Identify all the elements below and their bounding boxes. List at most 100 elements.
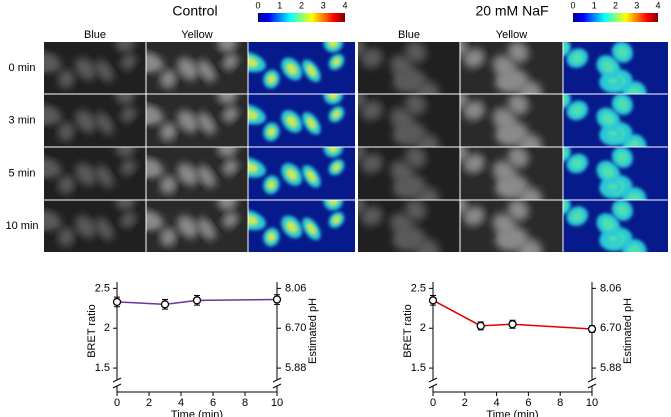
cell [197,165,216,188]
y-tick-label: 2 [420,322,426,334]
image-content [44,42,146,94]
row-label: 5 min [9,167,36,179]
x-tick-label: 2 [146,397,152,409]
micrograph [460,200,563,252]
colorbar-tick-label: 0 [255,0,260,10]
cell [492,107,517,131]
micrograph [460,147,563,200]
cell-core [616,46,629,59]
micrograph [44,42,146,94]
cell-core [601,60,615,73]
cell [405,200,427,221]
cell [75,215,97,239]
micrograph [248,147,355,200]
cell-core [285,115,298,128]
image-content [146,200,248,252]
micrograph [460,42,563,94]
axis-break [112,383,122,389]
cell-core [306,64,317,78]
marker [272,295,282,304]
y2-tick-label: 8.06 [285,282,306,294]
cell-core [607,234,618,242]
cell [115,94,135,105]
cell [463,153,485,174]
cell [44,209,62,231]
cell [507,42,529,63]
axis-break [587,377,597,383]
micrograph [44,147,146,200]
cell-core [327,94,339,101]
cell [95,112,114,135]
micrograph [146,147,248,200]
panel-title: Control [172,3,217,19]
cell-core [616,151,629,164]
cell [160,175,177,195]
cell-core [571,105,584,116]
cell [361,48,383,68]
cell [217,94,237,105]
axis-break [587,383,597,389]
image-content [460,42,563,94]
axis-break [112,377,122,383]
cell [222,53,239,70]
micrograph [563,200,668,252]
cell [358,94,366,109]
colorbar-tick-label: 3 [634,0,639,10]
cell [75,57,97,81]
cell [463,48,485,68]
cell [361,206,383,226]
cell [217,42,237,53]
y2-tick-label: 8.06 [600,282,621,294]
cell [517,134,543,147]
image-content [146,147,248,200]
cell [517,239,543,252]
y-tick-label: 2.5 [411,282,426,294]
x-tick-label: 10 [271,397,283,409]
y2-tick-label: 6.70 [285,322,306,334]
cell-core [332,109,341,119]
cell-core [601,165,615,179]
y2-axis-label: Estimated pH [307,298,319,364]
x-tick-label: 8 [557,397,563,409]
image-content [248,147,355,200]
cell [177,110,199,133]
cell-core [327,200,339,206]
cell [58,175,75,195]
image-content [460,94,563,147]
image-content [44,94,146,147]
cell-core [266,231,276,243]
cell [177,163,199,186]
cell [390,107,414,131]
cell-core [306,170,317,183]
cell [58,122,75,142]
cell [415,239,440,252]
image-content [358,147,460,200]
cell-core [332,162,341,172]
colorbar-tick-label: 1 [592,0,597,10]
cell [120,106,137,123]
cell [492,213,517,236]
cell-core [332,215,341,225]
micrograph [146,94,248,147]
cell [115,200,135,211]
cell [177,57,199,81]
y-tick-label: 1.5 [411,362,426,374]
cell-core [285,62,298,76]
cell [222,106,239,123]
cell-core [571,52,584,64]
x-tick-label: 10 [586,397,598,409]
cell [95,59,114,83]
image-content [563,147,668,200]
cell-core [607,182,618,190]
colorbar-tick-label: 2 [299,0,304,10]
cell [160,69,177,89]
image-content [44,200,146,252]
cell [415,134,440,147]
cell [517,81,543,94]
y2-tick-label: 5.88 [285,362,306,374]
cell [358,147,366,162]
cell [507,200,529,221]
row-label: 0 min [9,62,36,74]
cell-core [306,117,317,130]
